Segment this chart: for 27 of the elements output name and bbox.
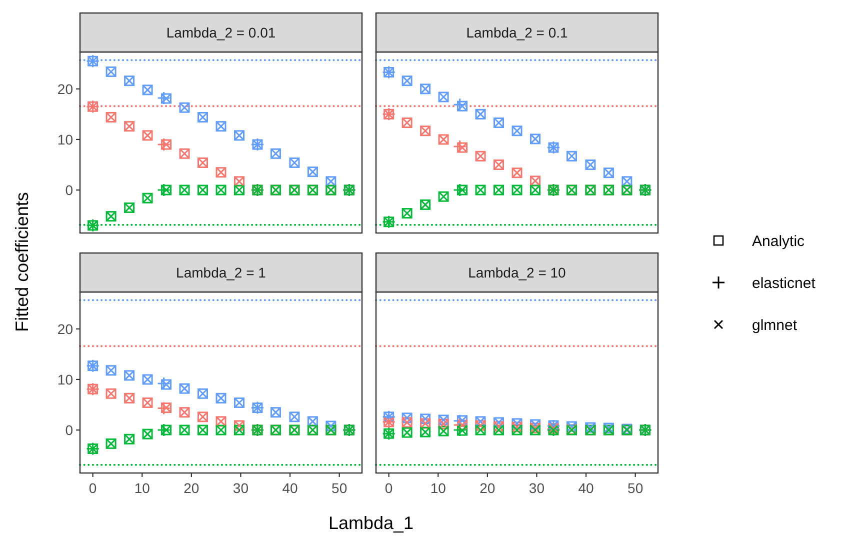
text: elasticnet	[752, 275, 816, 292]
y-tick-label: 0	[65, 182, 74, 198]
chart-title: Lambda_2 = 10	[468, 264, 566, 280]
text: glmnet	[752, 317, 798, 334]
x-tick-label: 20	[480, 480, 496, 496]
y-tick-label: 0	[65, 422, 74, 438]
y-tick-label: 10	[57, 371, 74, 388]
x-tick-label: 10	[430, 480, 446, 496]
chart-title: Lambda_2 = 0.1	[466, 24, 568, 40]
x-tick-label: 20	[184, 480, 200, 496]
x-axis-title: Lambda_1	[328, 513, 414, 533]
x-tick-label: 0	[384, 480, 393, 496]
x-tick-label: 40	[578, 480, 594, 496]
x-tick-label: 0	[88, 480, 97, 496]
x-tick-label: 50	[332, 480, 348, 496]
x-tick-label: 30	[528, 480, 545, 496]
x-tick-label: 50	[628, 480, 644, 496]
text: Analytic	[752, 233, 806, 250]
chart-title: Lambda_2 = 0.01	[166, 24, 276, 40]
chart-title: Lambda_2 = 1	[176, 264, 266, 280]
x-tick-label: 30	[232, 480, 249, 496]
y-tick-label: 20	[57, 320, 74, 337]
x-tick-label: 10	[134, 480, 150, 496]
x-tick-label: 40	[282, 480, 298, 496]
y-tick-label: 20	[57, 80, 74, 97]
y-axis-title: Fitted coefficients	[12, 192, 32, 332]
y-tick-label: 10	[57, 131, 74, 148]
